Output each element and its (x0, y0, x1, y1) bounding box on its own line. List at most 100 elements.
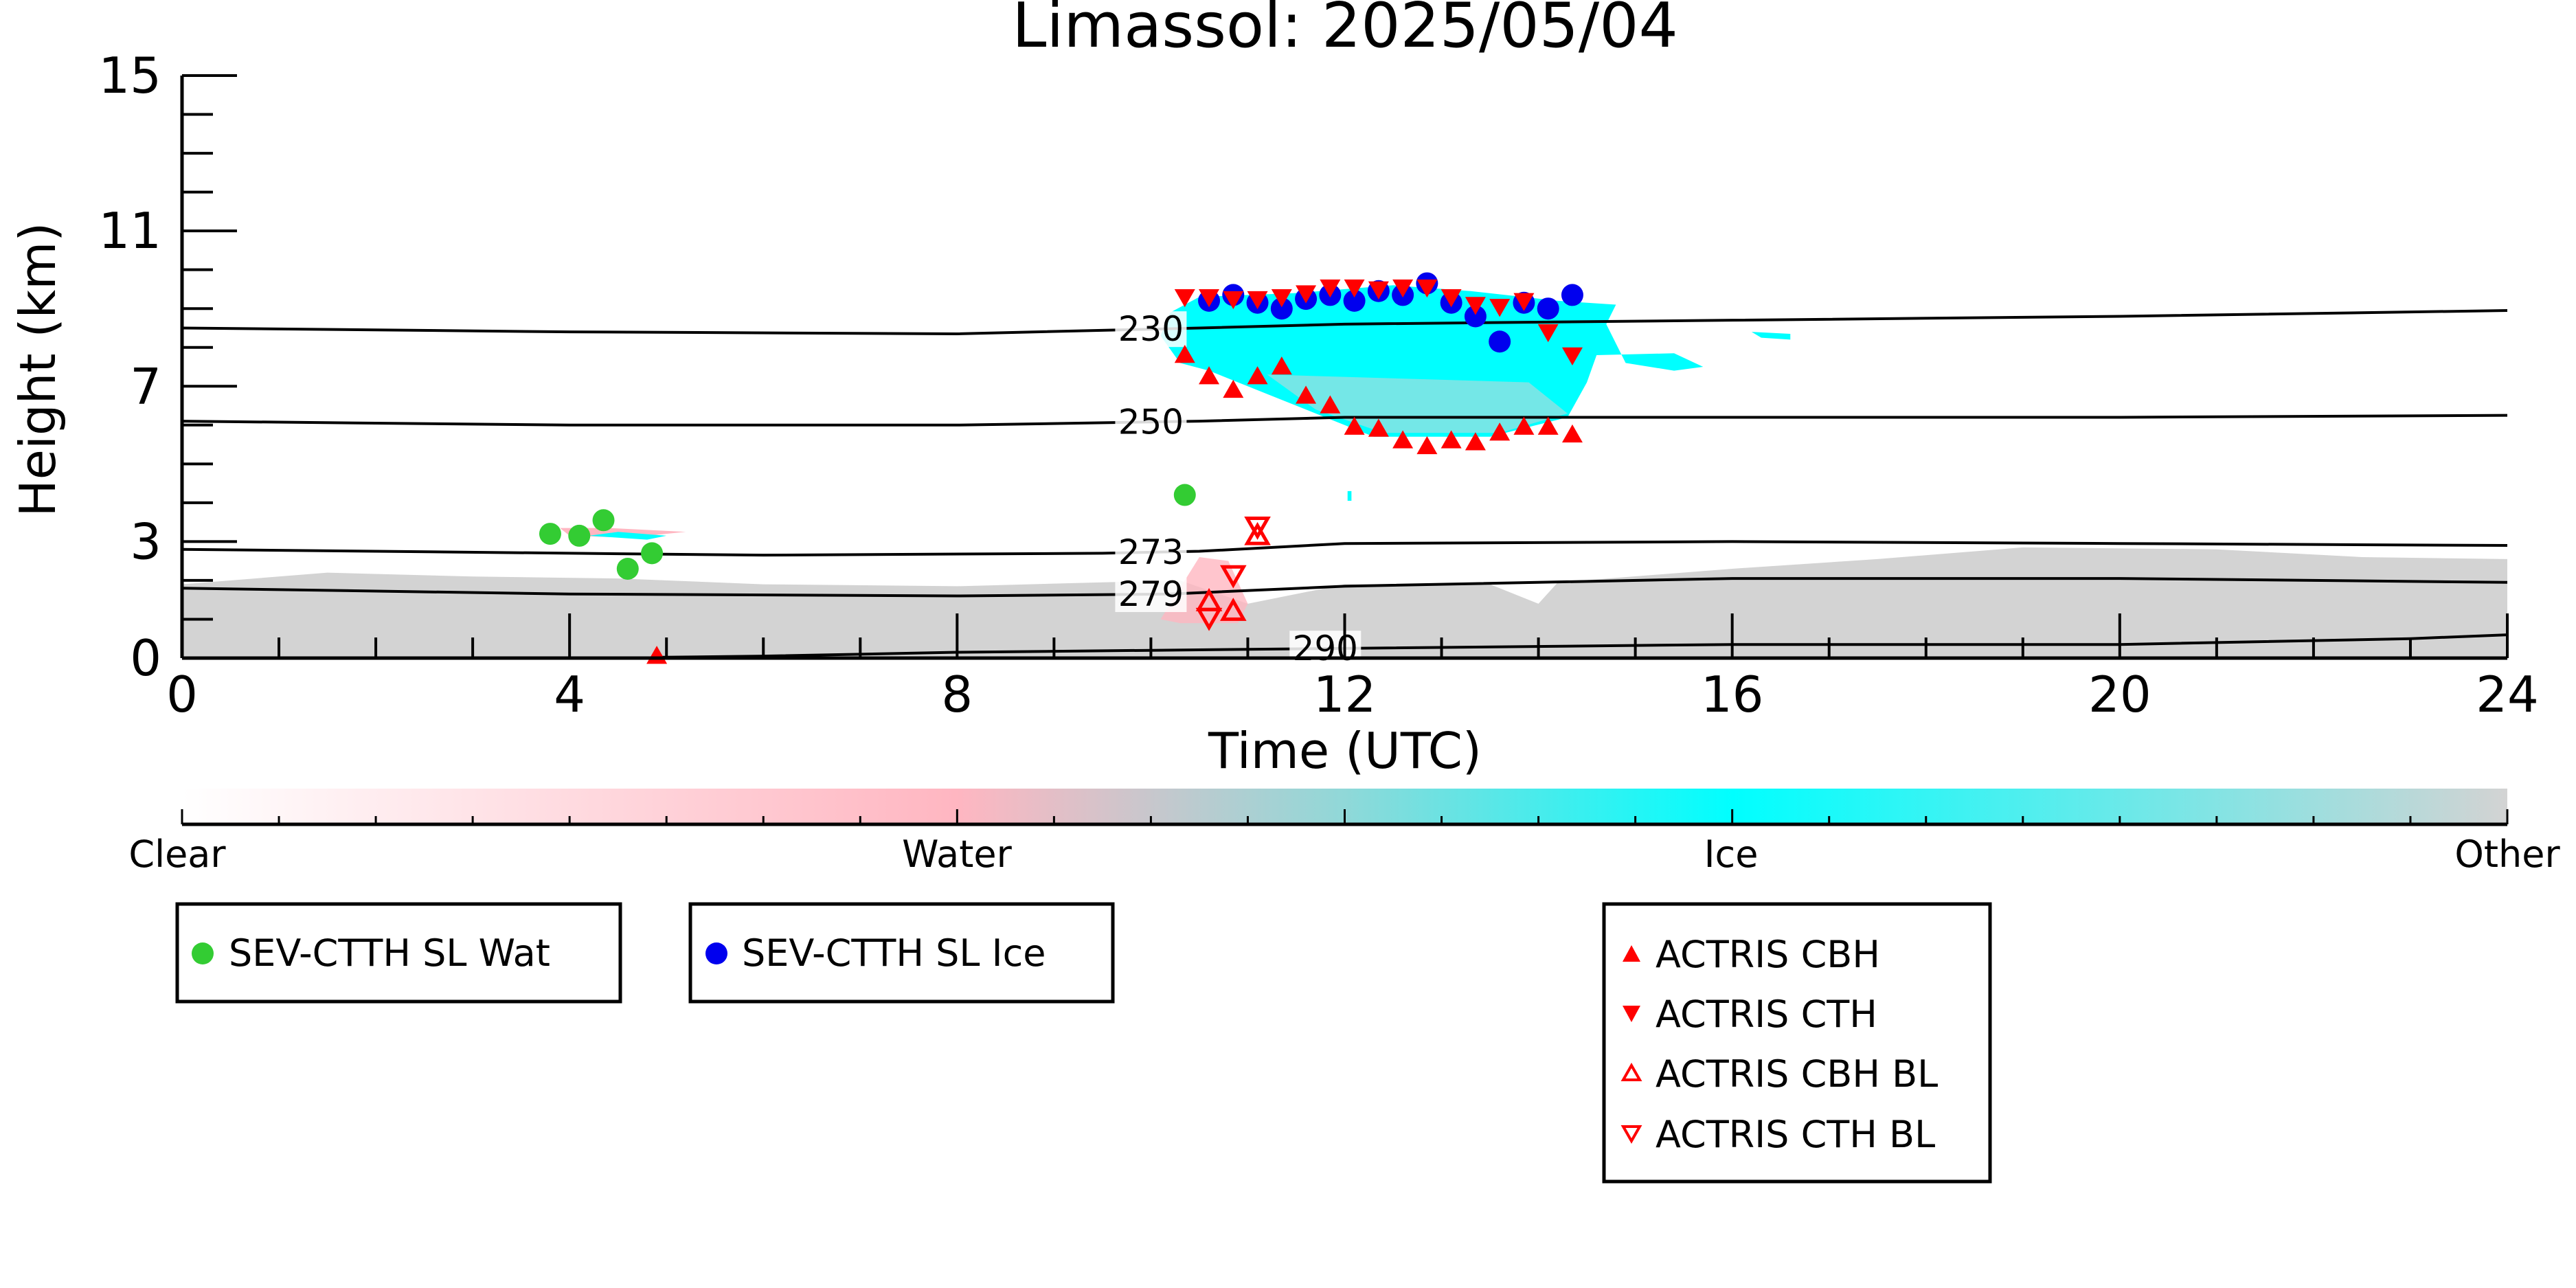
marker-actris-cth-3 (1247, 291, 1268, 310)
legend-ice: SEV-CTTH SL Ice (688, 902, 1115, 1004)
x-tick-label-4: 4 (554, 666, 585, 723)
legend-cth-bl-marker (1620, 1125, 1642, 1144)
legend-water-marker (192, 942, 214, 964)
marker-sev-ctth-sl-wat-4 (641, 542, 664, 565)
marker-actris-cbh-4 (1247, 366, 1268, 385)
marker-actris-cbh-11 (1416, 436, 1438, 455)
y-tick-label-0: 0 (130, 629, 161, 687)
x-tick-label-0: 0 (166, 666, 198, 723)
marker-actris-cth-5 (1296, 285, 1317, 304)
isotherm-label-bg-273 (1115, 534, 1187, 570)
x-tick-label-12: 12 (1313, 666, 1377, 723)
legend-ice-box (688, 902, 1115, 1004)
marker-actris-cbh-14 (1489, 422, 1511, 441)
marker-actris-cth-12 (1465, 297, 1486, 315)
marker-sev-ctth-sl-wat-5 (1173, 484, 1196, 506)
marker-actris-cbh-13 (1465, 432, 1486, 451)
legend-water: SEV-CTTH SL Wat (175, 902, 622, 1004)
ice-cloud-fragment (1751, 332, 1791, 340)
marker-actris-cbh-15 (1513, 416, 1535, 435)
y-axis-label: Height (km) (9, 223, 67, 517)
marker-actris-cbh-bl-1 (1219, 598, 1247, 621)
marker-actris-cth-bl-2 (1244, 517, 1271, 540)
isotherm-label-290: 290 (1293, 629, 1358, 668)
marker-actris-cth-16 (1561, 347, 1583, 366)
legend-ice-label: SEV-CTTH SL Ice (742, 931, 1046, 975)
marker-actris-cth-0 (1174, 289, 1195, 308)
legend-cbh-marker (1623, 945, 1640, 962)
isotherm-label-230: 230 (1118, 309, 1184, 349)
legend-cth-bl-label: ACTRIS CTH BL (1656, 1113, 1935, 1156)
x-tick-label-24: 24 (2476, 666, 2539, 723)
marker-actris-cth-15 (1537, 324, 1559, 343)
marker-sev-ctth-sl-ice-14 (1537, 297, 1559, 320)
marker-actris-cbh-5 (1271, 357, 1292, 375)
isotherm-label-bg-290 (1289, 631, 1362, 667)
marker-actris-cth-1 (1199, 289, 1220, 308)
marker-actris-cth-bl-0 (1195, 607, 1223, 631)
y-tick-label-3: 3 (130, 512, 161, 570)
isotherm-line-250 (181, 414, 2508, 427)
y-tick-label-7: 7 (130, 357, 161, 415)
marker-actris-cbh-7 (1320, 395, 1341, 414)
marker-actris-cbh-12 (1440, 430, 1462, 449)
colorbar: Clear Water Ice Other (128, 789, 2560, 876)
isotherm-line-273 (181, 540, 2508, 557)
marker-actris-cth-9 (1392, 279, 1414, 298)
legend-actris-box (1602, 902, 1992, 1184)
isotherm-line-279 (181, 577, 2508, 598)
legend-cth-marker (1623, 1006, 1640, 1022)
legend-ice-marker (705, 942, 727, 964)
marker-actris-cbh-bl-2 (1244, 521, 1271, 545)
marker-actris-cth-bl-1 (1219, 565, 1247, 589)
marker-sev-ctth-sl-ice-6 (1343, 289, 1366, 312)
marker-actris-cbh-8 (1344, 416, 1365, 435)
isotherm-label-bg-279 (1115, 576, 1187, 612)
isotherm-label-279: 279 (1118, 574, 1184, 614)
marker-actris-cth-6 (1320, 279, 1341, 298)
legend-cth-label: ACTRIS CTH (1656, 993, 1877, 1036)
marker-actris-cbh-16 (1537, 416, 1559, 435)
legend-actris: ACTRIS CBH ACTRIS CTH ACTRIS CBH BL ACTR… (1602, 902, 1992, 1184)
cloud-mask-layer (182, 285, 2507, 658)
x-tick-label-8: 8 (941, 666, 973, 723)
ice-cloud-region-patch (589, 532, 667, 540)
isotherm-line-230 (181, 309, 2508, 335)
marker-actris-cth-14 (1513, 293, 1535, 311)
marker-actris-cbh-1 (1174, 345, 1195, 363)
colorbar-ticks (181, 809, 2509, 826)
legend-water-label: SEV-CTTH SL Wat (229, 931, 550, 975)
other-cloud-region (182, 547, 2507, 658)
marker-sev-ctth-sl-wat-1 (568, 524, 591, 547)
colorbar-label-water: Water (902, 833, 1012, 876)
chart-title: Limassol: 2025/05/04 (1012, 0, 1677, 62)
marker-actris-cth-11 (1440, 289, 1462, 308)
marker-sev-ctth-sl-ice-12 (1489, 330, 1511, 353)
colorbar-label-ice: Ice (1704, 833, 1759, 876)
axes: 0 4 8 12 16 20 24 0 3 7 11 15 (98, 47, 2538, 723)
marker-actris-cbh-17 (1561, 424, 1583, 443)
x-axis-label: Time (UTC) (1208, 722, 1482, 780)
marker-actris-cbh-6 (1296, 385, 1317, 404)
y-tick-label-15: 15 (98, 47, 161, 104)
marker-sev-ctth-sl-wat-2 (592, 509, 615, 532)
marker-sev-ctth-sl-wat-0 (539, 523, 561, 545)
marker-actris-cbh-9 (1368, 418, 1389, 437)
legend-water-box (175, 902, 622, 1004)
marker-actris-cbh-10 (1392, 430, 1414, 449)
marker-actris-cbh-2 (1199, 366, 1220, 385)
marker-sev-ctth-sl-wat-3 (616, 557, 639, 580)
marker-sev-ctth-sl-ice-3 (1270, 297, 1293, 320)
marker-actris-cth-2 (1223, 291, 1244, 310)
marker-sev-ctth-sl-ice-15 (1561, 284, 1583, 306)
data-markers (539, 272, 1583, 664)
marker-actris-cth-7 (1344, 279, 1365, 298)
legend-cbh-label: ACTRIS CBH (1656, 933, 1880, 976)
legend-cbh-bl-marker (1620, 1062, 1642, 1081)
colorbar-label-other: Other (2454, 833, 2560, 876)
legend-cbh-bl-label: ACTRIS CBH BL (1656, 1052, 1938, 1096)
marker-actris-cth-8 (1368, 281, 1389, 300)
